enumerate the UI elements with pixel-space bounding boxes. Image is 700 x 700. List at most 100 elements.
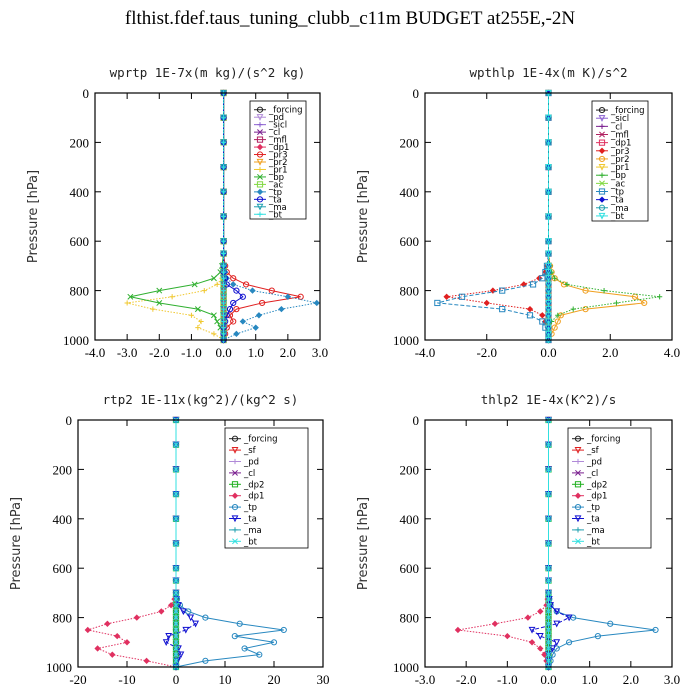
data-point bbox=[545, 614, 552, 621]
data-point bbox=[270, 639, 278, 646]
series-line bbox=[457, 420, 549, 668]
legend-entry: _pr2 bbox=[268, 158, 288, 168]
panel-title: wpthlp 1E-4x(m K)/s^2 bbox=[469, 65, 627, 80]
data-point bbox=[528, 626, 536, 634]
data-point bbox=[220, 189, 227, 195]
y-tick-label: 1000 bbox=[393, 660, 419, 675]
data-point bbox=[211, 331, 217, 337]
legend-entry: _dp1 bbox=[610, 139, 631, 149]
data-point bbox=[214, 281, 220, 288]
data-point bbox=[545, 589, 552, 596]
x-tick-label: 0.0 bbox=[540, 672, 556, 687]
data-point bbox=[198, 318, 204, 325]
y-tick-label: 200 bbox=[400, 135, 420, 150]
x-tick-label: 30 bbox=[317, 672, 330, 687]
data-point bbox=[545, 626, 552, 633]
legend-entry: _ma bbox=[243, 526, 262, 536]
data-point bbox=[202, 657, 209, 664]
data-point bbox=[526, 305, 534, 313]
data-point bbox=[84, 626, 91, 634]
data-point bbox=[220, 139, 227, 145]
data-point bbox=[220, 318, 227, 325]
data-point bbox=[220, 300, 227, 306]
legend: _forcing_sicl_cl_mfl_dp1_pr3_pr2_pr1_bp_… bbox=[591, 100, 649, 222]
data-point bbox=[539, 318, 546, 325]
legend-entry: _bt bbox=[586, 537, 601, 547]
legend-marker bbox=[256, 181, 264, 188]
legend-marker bbox=[257, 166, 263, 173]
legend-entry: _forcing bbox=[586, 435, 621, 445]
data-point bbox=[230, 281, 237, 288]
legend-entry: _bp bbox=[610, 171, 626, 181]
data-point bbox=[545, 287, 552, 295]
data-point bbox=[545, 515, 552, 522]
data-point bbox=[545, 330, 552, 338]
legend-marker bbox=[599, 131, 605, 138]
data-point bbox=[156, 287, 163, 294]
data-point bbox=[545, 262, 552, 270]
legend-entry: _tp bbox=[268, 188, 282, 198]
x-tick-label: -20 bbox=[69, 672, 86, 687]
series-line bbox=[165, 420, 197, 668]
y-tick-label: 400 bbox=[53, 512, 73, 527]
legend-entry: _ma bbox=[586, 526, 605, 536]
legend-marker bbox=[256, 203, 264, 211]
data-point bbox=[499, 287, 506, 294]
legend-marker bbox=[256, 143, 264, 151]
data-point bbox=[220, 312, 227, 318]
legend-marker bbox=[257, 211, 263, 217]
data-point bbox=[133, 614, 140, 621]
series-bp bbox=[127, 90, 227, 343]
y-tick-label: 800 bbox=[400, 611, 420, 626]
legend-marker bbox=[231, 515, 239, 523]
data-point bbox=[173, 645, 179, 652]
legend-entry: _ta bbox=[610, 196, 624, 206]
data-point bbox=[545, 238, 552, 245]
data-point bbox=[259, 299, 266, 307]
data-point bbox=[652, 626, 659, 634]
data-point bbox=[127, 293, 134, 300]
legend-entry: _sicl bbox=[268, 121, 287, 131]
data-point bbox=[545, 602, 552, 609]
data-point bbox=[226, 306, 234, 313]
series-line bbox=[85, 420, 177, 668]
legend-marker bbox=[231, 481, 239, 488]
x-tick-label: -3.0 bbox=[415, 672, 436, 687]
series-line bbox=[130, 93, 225, 340]
data-point bbox=[553, 639, 561, 647]
data-point bbox=[570, 306, 576, 312]
data-point bbox=[545, 651, 552, 658]
legend-entry: _pd bbox=[586, 458, 602, 468]
plot-frame bbox=[424, 419, 673, 668]
x-tick-label: 0.0 bbox=[540, 345, 556, 360]
data-point bbox=[162, 639, 170, 647]
data-point bbox=[173, 639, 179, 646]
x-tick-label: -2.0 bbox=[149, 345, 170, 360]
legend-entry: _pd bbox=[243, 458, 259, 468]
y-tick-label: 800 bbox=[53, 611, 73, 626]
data-point bbox=[553, 620, 561, 628]
data-point bbox=[226, 312, 234, 319]
data-point bbox=[173, 608, 179, 615]
x-tick-label: -4.0 bbox=[415, 345, 436, 360]
data-point bbox=[541, 651, 548, 658]
data-point bbox=[545, 657, 552, 664]
x-tick-label: -2.0 bbox=[476, 345, 497, 360]
data-point bbox=[230, 318, 237, 325]
x-tick-label: 0 bbox=[173, 672, 180, 687]
data-point bbox=[220, 306, 227, 312]
data-point bbox=[545, 491, 552, 498]
data-point bbox=[187, 614, 195, 622]
data-point bbox=[545, 268, 552, 276]
legend-entry: _ta bbox=[586, 515, 600, 525]
data-point bbox=[641, 299, 648, 307]
data-point bbox=[545, 250, 552, 258]
data-point bbox=[123, 639, 131, 646]
data-point bbox=[454, 626, 462, 634]
x-tick-label: 10 bbox=[219, 672, 232, 687]
series-dp1 bbox=[454, 416, 552, 671]
legend-entry: _sf bbox=[586, 446, 600, 456]
legend-entry: _cl bbox=[243, 469, 255, 479]
x-tick-label: 0.0 bbox=[215, 345, 231, 360]
legend-marker bbox=[231, 504, 239, 511]
